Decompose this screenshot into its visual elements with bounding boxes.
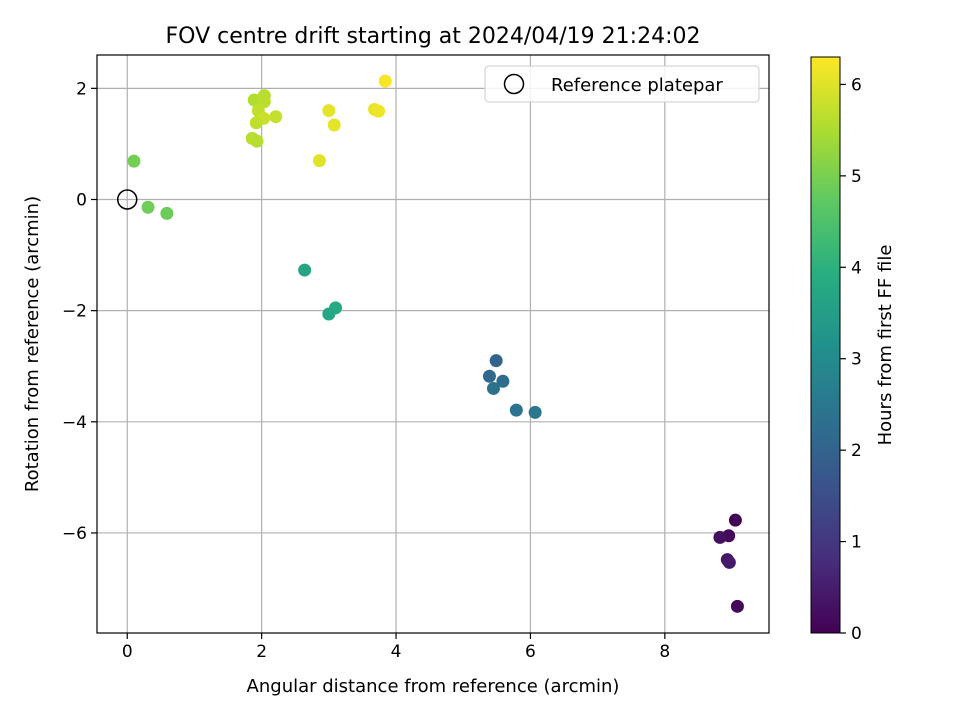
axis-ticks: 0 2 4 6 8 2 0 −2 −4 −6 xyxy=(62,79,670,662)
x-tick-label: 2 xyxy=(256,642,267,662)
x-tick-label: 0 xyxy=(122,642,133,662)
colorbar-tick-label: 4 xyxy=(851,258,862,278)
y-tick-label: −4 xyxy=(62,413,87,433)
colorbar-label: Hours from first FF file xyxy=(875,245,896,446)
data-point xyxy=(269,110,283,124)
legend-box xyxy=(484,65,760,103)
data-point xyxy=(378,74,392,88)
data-point xyxy=(160,206,174,220)
data-point xyxy=(728,513,742,527)
data-point xyxy=(482,369,496,383)
data-point xyxy=(247,93,261,107)
legend: Reference platepar xyxy=(484,65,760,103)
chart-title: FOV centre drift starting at 2024/04/19 … xyxy=(166,24,701,49)
legend-label-reference: Reference platepar xyxy=(551,75,723,96)
colorbar-tick-label: 0 xyxy=(851,624,862,644)
y-tick-label: −6 xyxy=(62,524,87,544)
legend-marker-reference xyxy=(503,73,525,95)
data-point xyxy=(713,530,727,544)
data-point xyxy=(322,104,336,118)
data-point xyxy=(327,118,341,132)
data-point xyxy=(298,263,312,277)
data-point xyxy=(722,555,736,569)
y-axis-label: Rotation from reference (arcmin) xyxy=(22,196,43,492)
x-tick-label: 8 xyxy=(659,642,670,662)
data-points xyxy=(127,74,744,613)
y-tick-label: 0 xyxy=(76,191,87,211)
y-tick-label: −2 xyxy=(62,302,87,322)
data-point xyxy=(509,403,523,417)
colorbar-tick-label: 6 xyxy=(851,75,862,95)
x-axis-label: Angular distance from reference (arcmin) xyxy=(247,676,620,697)
data-point xyxy=(127,154,141,168)
data-point xyxy=(730,599,744,613)
colorbar-gradient xyxy=(810,56,841,634)
data-point xyxy=(528,405,542,419)
colorbar-tick-label: 3 xyxy=(851,350,862,370)
data-point xyxy=(496,374,510,388)
data-point xyxy=(489,354,503,368)
data-point xyxy=(249,116,263,130)
data-point xyxy=(486,381,500,395)
reference-platepar-marker xyxy=(116,189,138,210)
colorbar: 0 1 2 3 4 5 6 Hours from first FF file xyxy=(810,56,896,644)
data-point xyxy=(250,134,264,148)
reference-layer xyxy=(116,189,138,210)
data-point xyxy=(372,104,386,118)
colorbar-ticks: 0 1 2 3 4 5 6 xyxy=(840,75,862,644)
plot-frame xyxy=(96,54,770,634)
colorbar-tick-label: 1 xyxy=(851,533,862,553)
data-point xyxy=(312,154,326,168)
data-point xyxy=(141,200,155,214)
grid-lines xyxy=(97,55,769,633)
x-tick-label: 4 xyxy=(391,642,402,662)
data-point xyxy=(322,307,336,321)
x-tick-label: 6 xyxy=(525,642,536,662)
y-tick-label: 2 xyxy=(76,79,87,99)
colorbar-tick-label: 5 xyxy=(851,167,862,187)
colorbar-tick-label: 2 xyxy=(851,441,862,461)
